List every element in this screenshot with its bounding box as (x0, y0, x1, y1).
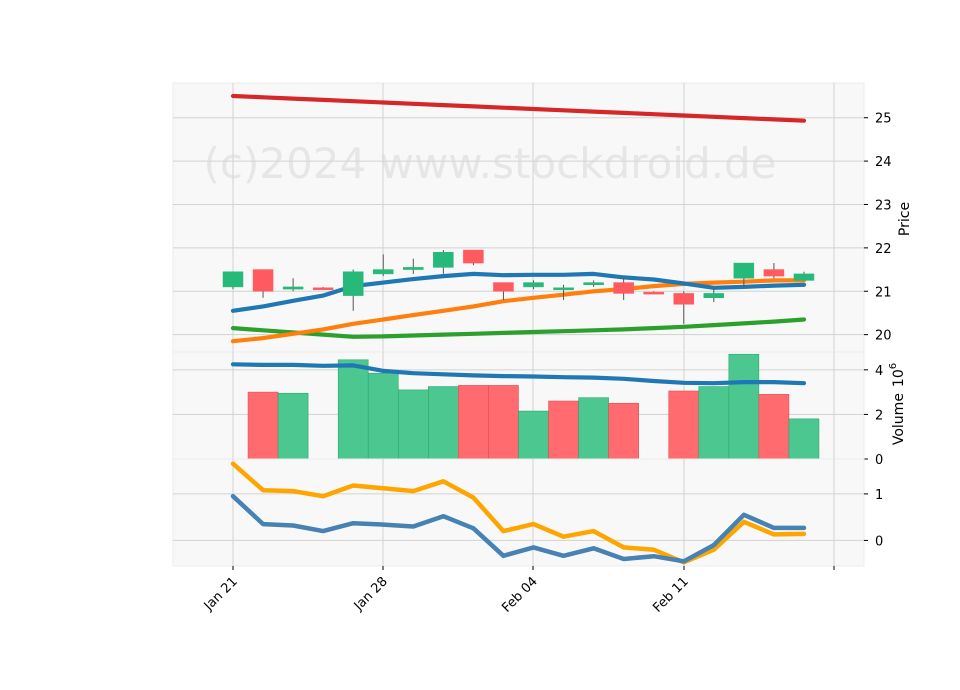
price-line-ma_blue (230, 271, 807, 313)
indicator-line-ind_blue (230, 493, 807, 564)
candle-body-17 (733, 262, 755, 279)
volume-ytick-label-0: 0 (875, 453, 883, 468)
volume-bar-4 (397, 389, 429, 460)
indicator-ytick-label-0: 0 (875, 534, 883, 549)
volume-bar-12 (668, 390, 700, 460)
candle-body-2 (282, 286, 304, 290)
volume-bar-9 (548, 400, 579, 460)
volume-ytick-label-1: 2 (875, 408, 883, 423)
candle-body-11 (553, 287, 574, 291)
price-line-ma_orange (230, 278, 807, 344)
volume-bar-7 (488, 385, 519, 460)
indicator-line-ind_orange (230, 461, 807, 565)
volume-bar-1 (277, 392, 309, 460)
candle-body-0 (222, 271, 244, 288)
xtick-label-3: Feb 11 (650, 574, 692, 616)
volume-bar-8 (518, 410, 549, 460)
x-axis: Jan 21 Jan 28 Feb 04 Feb 11 (201, 566, 835, 616)
volume-axis-label-exp: 6 (888, 363, 899, 369)
candle-body-7 (433, 251, 454, 268)
volume-panel: 0 2 4 (172, 351, 883, 468)
volume-axis-label-text: Volume (891, 393, 907, 445)
candle-body-3 (312, 287, 334, 291)
price-ytick-label-0: 20 (875, 329, 892, 344)
indicator-panel: 01 (172, 458, 883, 567)
candle-body-10 (523, 282, 544, 288)
candle-body-15 (673, 293, 694, 305)
volume-bar-16 (788, 418, 820, 460)
price-ytick-label-1: 21 (875, 285, 892, 300)
indicator-ytick-label-1: 1 (875, 488, 883, 503)
volume-bar-5 (428, 386, 459, 460)
indicator-panel-background (172, 458, 865, 567)
volume-bar-0 (247, 391, 279, 460)
xtick-label-0: Jan 21 (201, 574, 241, 614)
volume-bar-10 (578, 397, 609, 460)
candle-body-18 (763, 269, 785, 277)
price-ytick-label-2: 22 (875, 242, 892, 257)
svg-text:Volume106: Volume 106 (888, 363, 907, 445)
candle-body-1 (252, 269, 274, 292)
volume-bar-13 (698, 386, 730, 460)
price-ytick-label-5: 25 (875, 112, 892, 127)
price-ytick-label-4: 24 (875, 155, 892, 170)
candle-body-4 (342, 271, 364, 296)
price-panel: 20 21 22 23 24 25 (172, 82, 892, 353)
candle-body-9 (493, 282, 514, 292)
volume-bar-3 (367, 372, 399, 460)
price-line-ma_long (230, 93, 807, 123)
volume-ytick-label-2: 4 (875, 364, 883, 379)
volume-ma-line (230, 362, 807, 386)
candle-body-6 (403, 267, 424, 270)
price-line-ma_mid (230, 317, 807, 339)
candle-body-13 (613, 282, 634, 294)
price-ytick-label-3: 23 (875, 198, 892, 213)
candle-body-19 (793, 273, 815, 281)
volume-axis-label-base: 10 (891, 369, 907, 387)
xtick-label-2: Feb 04 (499, 574, 541, 616)
volume-bar-15 (758, 394, 790, 460)
candle-body-8 (463, 249, 484, 264)
candle-body-14 (643, 291, 664, 295)
volume-bar-2 (337, 359, 369, 460)
volume-bar-6 (458, 385, 489, 460)
watermark-text: (c)2024 www.stockdroid.de (204, 139, 777, 188)
candle-body-5 (373, 269, 394, 275)
volume-bar-11 (608, 402, 639, 460)
candle-body-12 (583, 282, 604, 286)
xtick-label-1: Jan 28 (351, 574, 391, 614)
price-panel-background (172, 82, 865, 353)
candle-body-16 (703, 293, 725, 299)
price-axis-label: Price (897, 202, 913, 236)
volume-axis-label: Volume 106 (888, 363, 907, 445)
volume-bar-14 (728, 353, 760, 460)
